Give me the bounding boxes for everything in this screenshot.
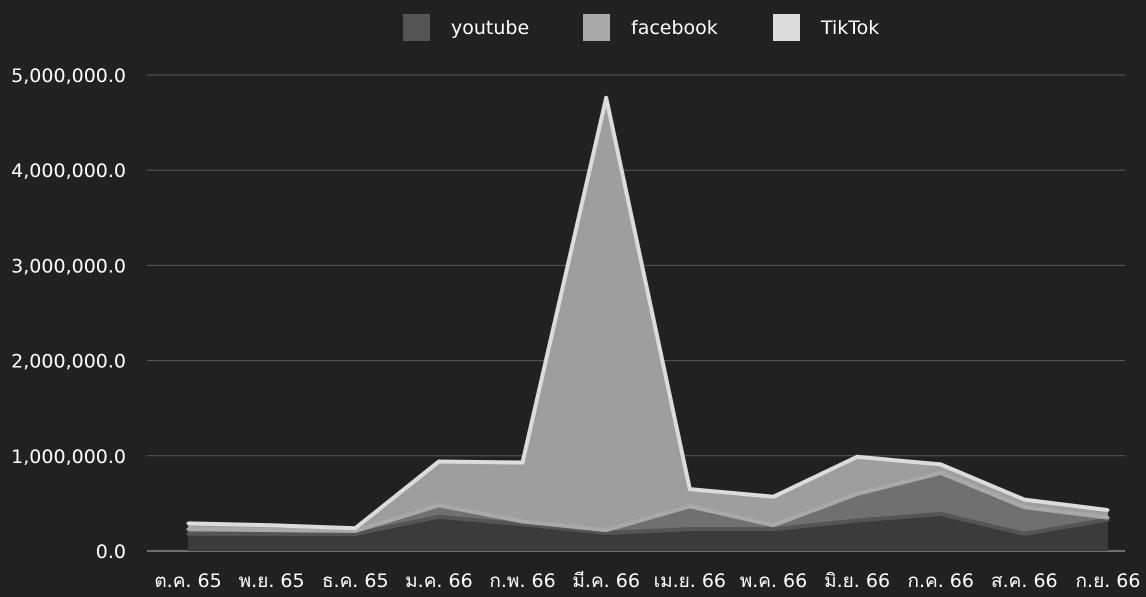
y-tick-label: 1,000,000.0 (11, 446, 126, 468)
point-tiktok (521, 460, 525, 464)
x-axis-ticks: ต.ค. 65 พ.ย. 65 ธ.ค. 65 ม.ค. 66 ก.พ. 66 มี.ค.… (154, 570, 1140, 592)
legend-label-youtube: youtube (451, 17, 529, 39)
x-tick-label: พ.ย. 65 (239, 570, 305, 592)
x-tick-label: ม.ค. 66 (405, 570, 473, 592)
point-tiktok (855, 455, 859, 459)
point-youtube (521, 522, 525, 526)
point-facebook (771, 523, 775, 527)
point-tiktok (186, 521, 190, 525)
point-youtube (186, 532, 190, 536)
point-facebook (688, 504, 692, 508)
x-tick-label: ต.ค. 65 (154, 570, 221, 592)
point-facebook (437, 503, 441, 507)
point-tiktok (771, 495, 775, 499)
y-tick-label: 2,000,000.0 (11, 351, 126, 373)
legend-label-tiktok: TikTok (820, 17, 879, 39)
point-tiktok (688, 487, 692, 491)
point-tiktok (604, 96, 608, 100)
x-tick-label: ก.ค. 66 (907, 570, 974, 592)
point-facebook (521, 519, 525, 523)
line-youtube (188, 511, 1109, 536)
point-youtube (270, 532, 274, 536)
point-youtube (939, 512, 943, 516)
point-tiktok (1106, 508, 1110, 512)
point-tiktok (270, 523, 274, 527)
x-tick-label: เม.ย. 66 (654, 570, 726, 592)
y-tick-label: 0.0 (96, 541, 126, 563)
point-facebook (604, 528, 608, 532)
point-youtube (437, 515, 441, 519)
y-tick-label: 3,000,000.0 (11, 255, 126, 277)
x-tick-label: ส.ค. 66 (991, 570, 1058, 592)
point-youtube (771, 527, 775, 531)
point-youtube (353, 532, 357, 536)
point-facebook (353, 529, 357, 533)
line-tiktok (187, 95, 1109, 531)
point-facebook (855, 492, 859, 496)
legend-swatch-facebook (583, 14, 610, 41)
point-facebook (270, 528, 274, 532)
series-lines (186, 95, 1110, 536)
legend-swatch-youtube (403, 14, 430, 41)
legend-label-facebook: facebook (631, 17, 718, 39)
point-youtube (688, 527, 692, 531)
x-tick-label: พ.ค. 66 (740, 570, 808, 592)
line-facebook (187, 470, 1109, 533)
area-tiktok (188, 97, 1108, 532)
legend: youtube facebook TikTok (403, 14, 879, 41)
point-youtube (855, 519, 859, 523)
point-tiktok (939, 462, 943, 466)
x-tick-label: ก.พ. 66 (489, 570, 555, 592)
legend-swatch-tiktok (773, 14, 800, 41)
point-youtube (604, 531, 608, 535)
point-facebook (939, 471, 943, 475)
point-facebook (1106, 516, 1110, 520)
y-axis-ticks: 0.0 1,000,000.0 2,000,000.0 3,000,000.0 4,00… (11, 65, 126, 563)
x-tick-label: ธ.ค. 65 (322, 570, 389, 592)
y-tick-label: 4,000,000.0 (11, 160, 126, 182)
point-tiktok (1022, 498, 1026, 502)
x-tick-label: มิ.ย. 66 (824, 570, 890, 592)
point-facebook (1022, 505, 1026, 509)
x-tick-label: มี.ค. 66 (572, 570, 640, 592)
point-tiktok (353, 526, 357, 530)
y-tick-label: 5,000,000.0 (11, 65, 126, 87)
point-facebook (186, 527, 190, 531)
point-tiktok (437, 460, 441, 464)
point-youtube (1022, 532, 1026, 536)
x-tick-label: ก.ย. 66 (1076, 570, 1141, 592)
